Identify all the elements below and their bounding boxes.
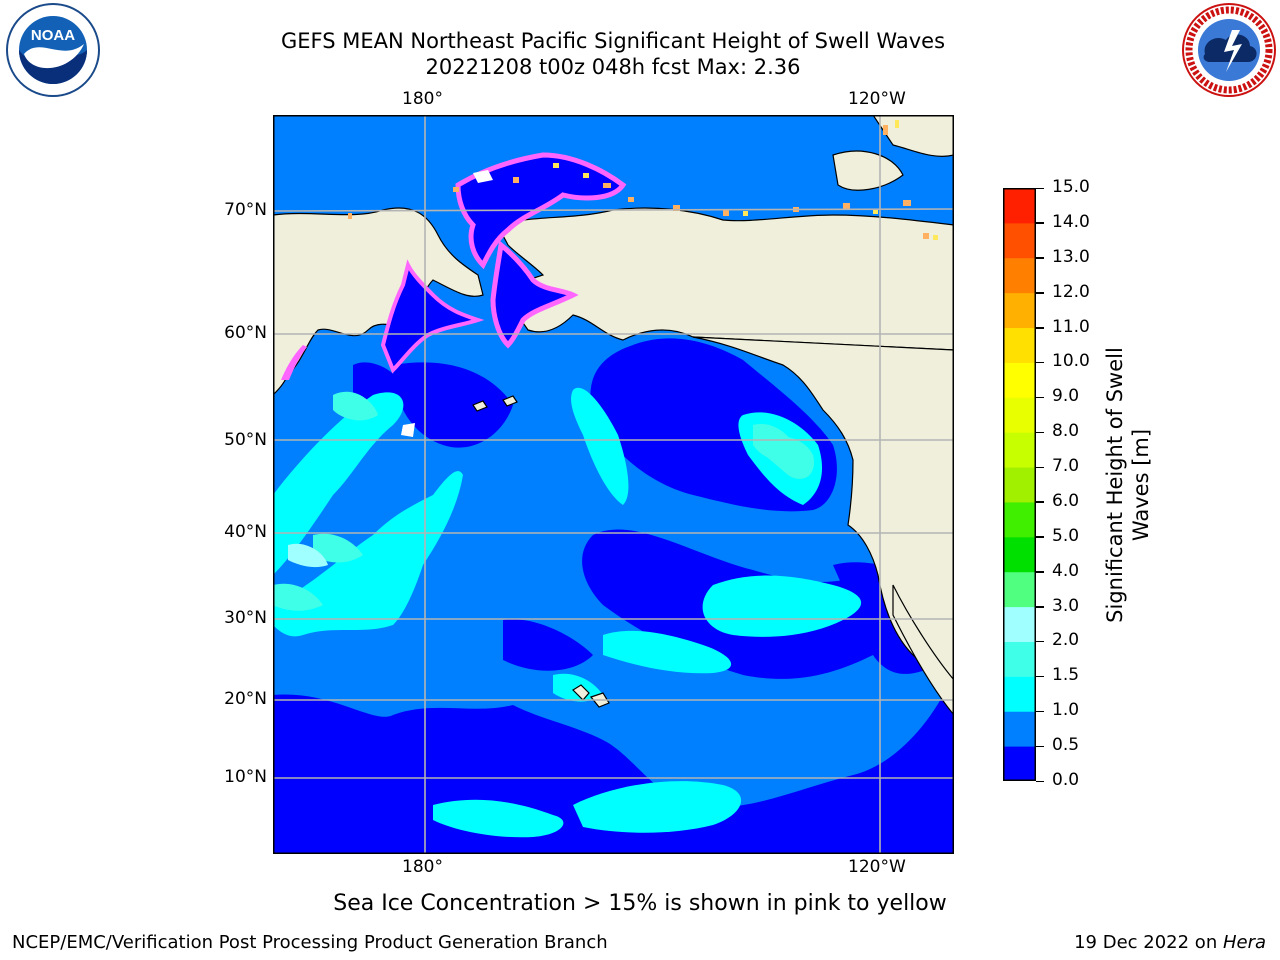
lat-label-70n: 70°N [224,200,267,220]
footer-machine: Hera [1222,932,1266,953]
lon-label-top-120w: 120°W [848,89,906,109]
colorbar-segment [1003,467,1036,503]
colorbar [1003,188,1036,781]
lat-label-60n: 60°N [224,323,267,343]
colorbar-tick-mark [1036,361,1044,364]
lon-label-top-180: 180° [402,89,443,109]
colorbar-tick-label: 6.0 [1052,490,1080,511]
colorbar-segment [1003,257,1036,294]
swell-band-2-3 [288,543,328,568]
land-areas [273,115,954,716]
colorbar-segment [1003,432,1036,468]
colorbar-tick-mark [1036,745,1044,748]
colorbar-tick-label: 7.0 [1052,456,1080,477]
nws-logo [1182,3,1276,97]
colorbar-tick-mark [1036,257,1044,259]
lon-label-bottom-180: 180° [402,857,443,877]
colorbar-segments [1003,188,1036,781]
colorbar-segment [1003,746,1036,781]
colorbar-tick-mark [1036,396,1044,399]
colorbar-tick-mark [1036,675,1044,678]
colorbar-tick-mark [1036,222,1044,224]
colorbar-segment [1003,397,1036,433]
colorbar-tick-label: 4.0 [1052,560,1080,581]
colorbar-tick-mark [1036,536,1044,538]
colorbar-label: Significant Height of Swell Waves [m] [1103,347,1153,623]
chart-subtitle: 20221208 t00z 048h fcst Max: 2.36 [425,55,801,79]
colorbar-tick-label: 9.0 [1052,386,1080,407]
colorbar-tick-mark [1036,571,1044,573]
colorbar-segment [1003,676,1036,712]
colorbar-tick-label: 11.0 [1052,316,1090,337]
colorbar-tick-mark [1036,710,1044,713]
colorbar-segment [1003,362,1036,398]
lat-label-40n: 40°N [224,522,267,542]
map-frame [273,115,954,854]
footer-credit: NCEP/EMC/Verification Post Processing Pr… [12,932,608,953]
colorbar-segment [1003,222,1036,259]
colorbar-tick-mark [1036,640,1044,643]
colorbar-segment [1003,188,1036,224]
lat-label-10n: 10°N [224,767,267,787]
colorbar-tick-label: 15.0 [1052,177,1090,197]
colorbar-segment [1003,501,1036,538]
colorbar-segment [1003,327,1036,363]
colorbar-tick-label: 1.5 [1052,665,1080,686]
colorbar-tick-mark [1036,327,1044,329]
colorbar-tick-label: 12.0 [1052,281,1090,302]
graticule [273,115,954,854]
colorbar-tick-mark [1036,292,1044,294]
colorbar-tick-label: 13.0 [1052,246,1090,267]
swell-band-1-1.5 [273,387,862,838]
colorbar-tick-label: 3.0 [1052,595,1080,616]
colorbar-tick-label: 10.0 [1052,351,1090,372]
noaa-logo: NOAA [6,3,100,97]
swell-height-map [273,115,954,854]
lat-label-20n: 20°N [224,689,267,709]
chart-title: GEFS MEAN Northeast Pacific Significant … [280,29,946,53]
lon-label-bottom-120w: 120°W [848,857,906,877]
colorbar-segment [1003,536,1036,573]
colorbar-tick-mark [1036,606,1044,608]
noaa-logo-text: NOAA [31,27,75,44]
colorbar-tick-mark [1036,501,1044,503]
footer-date: 19 Dec 2022 on Hera [1074,932,1266,953]
colorbar-segment [1003,571,1036,608]
colorbar-segment [1003,641,1036,677]
colorbar-tick-label: 0.5 [1052,735,1080,756]
footer-date-text: 19 Dec 2022 on [1074,932,1223,953]
colorbar-tick-mark [1036,431,1044,434]
colorbar-tick-label: 8.0 [1052,421,1080,442]
sea-ice-caption: Sea Ice Concentration > 15% is shown in … [333,891,947,916]
sea-ice [281,120,938,437]
colorbar-tick-label: 1.0 [1052,700,1080,721]
colorbar-tick-label: 2.0 [1052,630,1080,651]
colorbar-tick-mark [1036,780,1044,782]
colorbar-segment [1003,292,1036,329]
colorbar-segment [1003,711,1036,747]
colorbar-tick-label: 5.0 [1052,525,1080,546]
lat-label-50n: 50°N [224,430,267,450]
colorbar-tick-mark [1036,466,1044,469]
colorbar-tick-label: 0.0 [1052,770,1080,790]
colorbar-tick-label: 14.0 [1052,211,1090,232]
colorbar-segment [1003,606,1036,642]
lat-label-30n: 30°N [224,608,267,628]
swell-band-1.5-2 [273,391,814,611]
colorbar-tick-mark [1036,187,1044,189]
